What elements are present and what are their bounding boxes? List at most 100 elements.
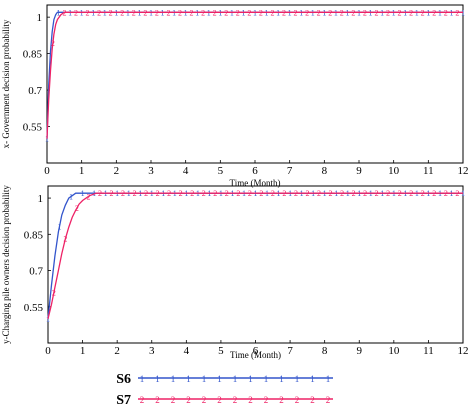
series-marker-s7: 2	[155, 8, 159, 17]
series-marker-s7: 2	[455, 8, 459, 17]
x-tick-label: 7	[287, 345, 293, 357]
series-marker-s7: 2	[52, 289, 56, 298]
series-marker-s7: 2	[62, 8, 66, 17]
plot-frame	[47, 185, 464, 344]
series-marker-s7: 2	[247, 8, 251, 17]
x-tick-label: 6	[253, 345, 259, 357]
legend-marker: 1	[202, 374, 207, 384]
series-marker-s6: 1	[69, 192, 73, 201]
legend-marker: 2	[186, 395, 191, 405]
x-tick-label: 10	[388, 345, 400, 357]
series-marker-s7: 2	[143, 8, 147, 17]
legend-marker: 2	[264, 395, 269, 405]
legend-marker: 1	[217, 374, 222, 384]
series-marker-s7: 2	[329, 189, 333, 198]
series-marker-s7: 2	[294, 8, 298, 17]
series-marker-s7: 2	[97, 8, 101, 17]
series-marker-s7: 2	[432, 8, 436, 17]
x-tick-label: 6	[252, 165, 258, 177]
series-marker-s7: 2	[51, 39, 55, 48]
series-marker-s7: 2	[409, 189, 413, 198]
y-tick-label: 1	[38, 193, 44, 205]
series-marker-s7: 2	[109, 8, 113, 17]
x-tick-label: 5	[218, 345, 224, 357]
series-marker-s6: 1	[58, 222, 62, 231]
series-marker-s7: 2	[375, 189, 379, 198]
legend-label-s6: S6	[116, 372, 131, 387]
series-marker-s7: 2	[179, 189, 183, 198]
series-marker-s7: 2	[213, 189, 217, 198]
plot-frame	[46, 4, 464, 164]
series-marker-s7: 2	[271, 189, 275, 198]
x-tick-label: 2	[114, 165, 120, 177]
legend-marker: 2	[310, 395, 315, 405]
x-tick-label: 3	[148, 165, 154, 177]
x-tick-label: 1	[80, 345, 86, 357]
x-axis-label: Time (Month)	[230, 178, 281, 188]
x-tick-label: 8	[322, 165, 328, 177]
y-tick-label: 0.85	[23, 49, 43, 61]
series-marker-s7: 2	[282, 8, 286, 17]
series-marker-s7: 2	[202, 189, 206, 198]
legend-marker: 2	[140, 395, 145, 405]
series-marker-s7: 2	[421, 189, 425, 198]
series-marker-s7: 2	[121, 189, 125, 198]
series-marker-s6: 1	[45, 135, 49, 144]
series-marker-s7: 2	[305, 189, 309, 198]
series-marker-s7: 2	[110, 189, 114, 198]
series-marker-s7: 2	[224, 8, 228, 17]
legend-marker: 1	[155, 374, 160, 384]
y-tick-label: 0.7	[28, 85, 42, 97]
x-axis-label: Time (Month)	[230, 350, 281, 360]
series-marker-s7: 2	[133, 189, 137, 198]
series-marker-s7: 2	[340, 189, 344, 198]
x-tick-label: 5	[218, 165, 224, 177]
legend-marker: 1	[140, 374, 145, 384]
series-marker-s7: 2	[74, 8, 78, 17]
x-tick-label: 0	[45, 345, 51, 357]
legend-marker: 1	[310, 374, 315, 384]
series-marker-s7: 2	[421, 8, 425, 17]
legend-marker: 1	[171, 374, 176, 384]
series-marker-s7: 2	[317, 189, 321, 198]
series-marker-s7: 2	[132, 8, 136, 17]
series-marker-s7: 2	[259, 8, 263, 17]
legend-marker: 1	[264, 374, 269, 384]
series-marker-s7: 2	[63, 235, 67, 244]
series-marker-s7: 2	[201, 8, 205, 17]
y-axis-label: x- Government decision probability	[1, 19, 11, 148]
series-line-s7	[46, 11, 463, 139]
x-tick-label: 10	[388, 165, 400, 177]
y-axis-label: y-Charging pile owners decision probabil…	[1, 185, 11, 344]
series-marker-s7: 2	[444, 8, 448, 17]
x-tick-label: 3	[149, 345, 155, 357]
series-marker-s7: 2	[386, 8, 390, 17]
legend-marker: 2	[233, 395, 238, 405]
series-marker-s7: 2	[352, 189, 356, 198]
legend-marker: 1	[295, 374, 300, 384]
series-line-s6	[46, 11, 463, 139]
series-marker-s7: 2	[340, 8, 344, 17]
x-tick-label: 2	[114, 345, 120, 357]
legend-marker: 1	[326, 374, 331, 384]
series-marker-s7: 2	[386, 189, 390, 198]
legend-marker: 1	[186, 374, 191, 384]
x-tick-label: 12	[458, 165, 469, 177]
legend-marker: 1	[279, 374, 284, 384]
series-marker-s7: 2	[213, 8, 217, 17]
series-marker-s7: 2	[363, 189, 367, 198]
series-marker-s7: 2	[328, 8, 332, 17]
series-marker-s7: 2	[190, 8, 194, 17]
series-marker-s7: 2	[236, 189, 240, 198]
series-marker-s6: 1	[57, 8, 61, 17]
legend-marker: 2	[171, 395, 176, 405]
x-tick-label: 11	[423, 165, 434, 177]
legend: S6 1 1 1 1 1 1 1 1 1 1 1 1 1S7 2 2 2 2 2 2 2 2 2 2 2 2 2	[116, 372, 333, 408]
series-marker-s7: 2	[282, 189, 286, 198]
series-marker-s7: 2	[259, 189, 263, 198]
x-tick-label: 0	[44, 165, 50, 177]
y-tick-label: 0.7	[29, 266, 43, 278]
series-marker-s7: 2	[294, 189, 298, 198]
series-marker-s7: 2	[248, 189, 252, 198]
series-marker-s7: 2	[98, 189, 102, 198]
